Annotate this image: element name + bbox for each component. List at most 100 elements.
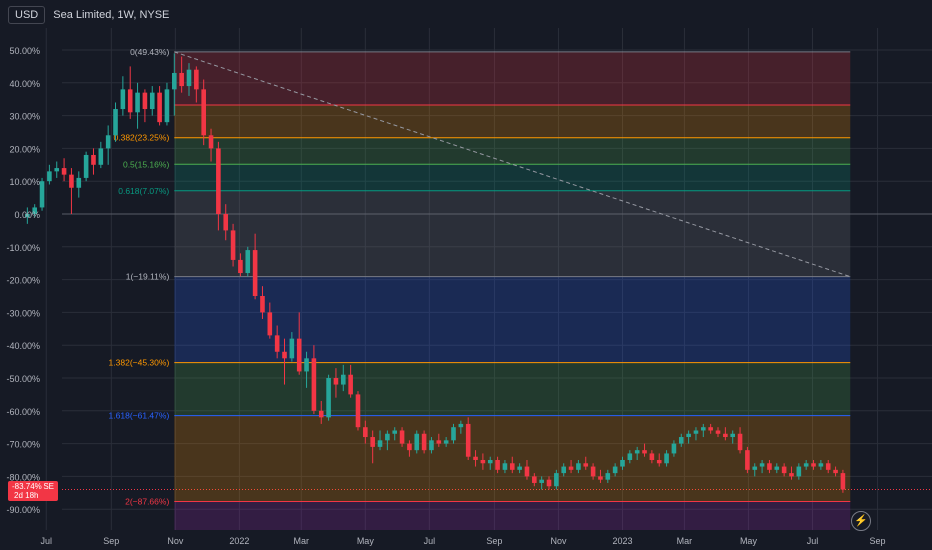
- fib-level-label: 0.5(15.16%): [123, 159, 169, 169]
- y-tick-label: -30.00%: [6, 308, 40, 318]
- x-tick-label: May: [357, 536, 375, 546]
- x-tick-label: Jul: [40, 536, 52, 546]
- candle-body: [480, 460, 486, 464]
- fib-zone: [174, 276, 851, 363]
- fib-level-label: 0.618(7.07%): [118, 186, 169, 196]
- candle-body: [32, 207, 37, 214]
- candle-body: [840, 473, 846, 490]
- candle-body: [465, 423, 471, 457]
- candle-body: [311, 358, 317, 411]
- y-tick-label: -10.00%: [6, 243, 40, 253]
- candle-body: [627, 453, 633, 460]
- candle-body: [142, 92, 148, 110]
- candle-body: [730, 433, 736, 438]
- fib-level-label: 0(49.43%): [130, 47, 169, 57]
- y-tick-label: 30.00%: [9, 112, 40, 122]
- candle-body: [149, 92, 155, 110]
- candle-body: [693, 430, 699, 434]
- candle-body: [326, 378, 331, 418]
- candle-body: [539, 479, 544, 483]
- candle-body: [825, 463, 831, 470]
- x-tick-label: Mar: [677, 536, 693, 546]
- candle-body: [304, 358, 309, 372]
- candle-body: [157, 92, 162, 123]
- candle-body: [715, 430, 721, 434]
- candle-body: [774, 466, 780, 470]
- candle-body: [561, 466, 567, 474]
- candle-body: [370, 437, 375, 447]
- fib-level-label: 1.382(−45.30%): [109, 358, 170, 368]
- chart-grid: [45, 28, 932, 530]
- candle-body: [296, 338, 302, 372]
- candle-body: [216, 148, 221, 214]
- candle-body: [598, 476, 603, 480]
- candle-body: [421, 433, 427, 451]
- candle-body: [282, 351, 287, 359]
- candle-body: [664, 453, 669, 464]
- candle-body: [509, 463, 515, 470]
- fib-zone: [174, 164, 851, 191]
- current-price-value: -83.74%: [12, 482, 42, 491]
- y-tick-label: 0.00%: [14, 210, 40, 220]
- candle-body: [238, 259, 243, 274]
- candle-body: [745, 450, 750, 470]
- candle-body: [649, 453, 655, 460]
- candle-body: [318, 410, 324, 418]
- candle-body: [723, 433, 728, 438]
- fib-level-label: 1(−19.11%): [126, 272, 170, 282]
- fibonacci-extension: 0(49.43%) 0.382(23.25%) 0.5(15.16%) 0.618(7…: [109, 47, 851, 530]
- fib-zone: [174, 501, 851, 530]
- bar-countdown: 2d 18h: [14, 491, 39, 500]
- candle-body: [451, 427, 456, 441]
- fib-zone: [174, 104, 851, 138]
- y-tick-label: 20.00%: [9, 144, 40, 154]
- candle-body: [767, 463, 772, 470]
- fib-zone: [174, 137, 851, 165]
- candle-body: [289, 338, 295, 359]
- y-tick-label: -40.00%: [6, 341, 40, 351]
- candle-body: [377, 440, 383, 447]
- candle-body: [98, 148, 104, 165]
- candle-body: [54, 168, 60, 172]
- candle-body: [568, 466, 574, 470]
- fib-level-label: 2(−87.66%): [125, 497, 169, 507]
- candle-body: [708, 427, 713, 431]
- y-axis: 50.00% 40.00% 30.00% 20.00% 10.00% 0.00% -10.0…: [6, 46, 40, 515]
- candle-body: [91, 154, 96, 165]
- candle-body: [69, 174, 74, 188]
- fib-level-label: 1.618(−61.47%): [109, 411, 170, 421]
- candle-body: [267, 312, 273, 336]
- x-tick-label: Jul: [424, 536, 436, 546]
- candle-body: [671, 443, 677, 454]
- candle-body: [245, 250, 251, 274]
- candle-body: [260, 296, 265, 313]
- candle-body: [781, 466, 787, 474]
- candle-body: [127, 89, 133, 113]
- x-axis: Jul Sep Nov 2022 Mar May Jul Sep Nov 2023 Mar May Ju…: [40, 536, 885, 546]
- candle-body: [605, 473, 611, 480]
- chart-header: USD Sea Limited, 1W, NYSE: [8, 6, 169, 24]
- candle-body: [186, 69, 192, 87]
- candle-body: [803, 463, 809, 467]
- candle-body: [333, 378, 339, 385]
- candle-body: [47, 171, 52, 182]
- fib-zone: [174, 190, 851, 277]
- candle-body: [789, 473, 794, 477]
- candle-body: [818, 463, 824, 467]
- candle-body: [83, 154, 89, 178]
- candle-body: [590, 466, 596, 477]
- candle-body: [208, 135, 214, 149]
- candle-body: [752, 466, 758, 470]
- candle-body: [524, 466, 530, 477]
- candle-body: [348, 374, 353, 395]
- candle-body: [105, 135, 111, 149]
- chart-title: Sea Limited, 1W, NYSE: [53, 9, 170, 21]
- candle-body: [737, 433, 743, 451]
- x-tick-label: Nov: [167, 536, 184, 546]
- y-tick-label: -20.00%: [6, 276, 40, 286]
- x-tick-label: Jul: [807, 536, 819, 546]
- currency-selector[interactable]: USD: [8, 6, 46, 24]
- candle-body: [135, 92, 140, 113]
- lightning-icon[interactable]: ⚡: [851, 511, 871, 531]
